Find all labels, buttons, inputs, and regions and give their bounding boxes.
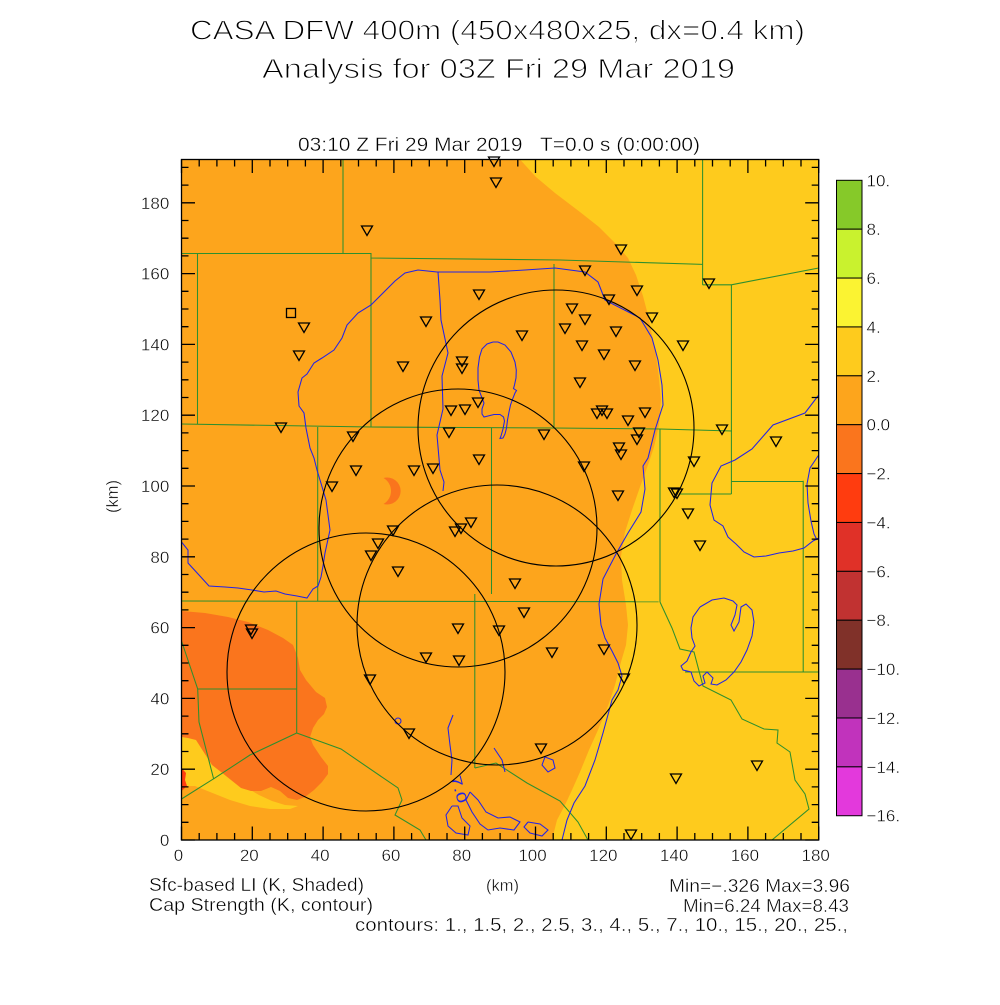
svg-text:80: 80 — [452, 846, 471, 865]
svg-text:140: 140 — [141, 335, 169, 354]
svg-text:Analysis for 03Z Fri 29 Mar 20: Analysis for 03Z Fri 29 Mar 2019 — [262, 53, 735, 84]
svg-text:160: 160 — [141, 265, 169, 284]
svg-text:0.0: 0.0 — [867, 416, 891, 435]
svg-text:−16.: −16. — [867, 807, 901, 826]
svg-text:180: 180 — [141, 194, 169, 213]
svg-text:120: 120 — [589, 846, 617, 865]
svg-text:0: 0 — [174, 846, 183, 865]
svg-text:10.: 10. — [867, 171, 891, 190]
svg-text:60: 60 — [150, 619, 169, 638]
svg-text:−2.: −2. — [867, 465, 891, 484]
svg-text:−14.: −14. — [867, 758, 901, 777]
svg-text:140: 140 — [660, 846, 688, 865]
svg-text:contours: 1., 1.5, 2., 2.5, 3.: contours: 1., 1.5, 2., 2.5, 3., 4., 5., … — [355, 915, 848, 935]
svg-text:40: 40 — [311, 846, 330, 865]
svg-text:−6.: −6. — [867, 562, 891, 581]
svg-text:100: 100 — [141, 477, 169, 496]
svg-text:Sfc-based LI (K, Shaded): Sfc-based LI (K, Shaded) — [149, 875, 364, 895]
svg-text:Min=−.326 Max=3.96: Min=−.326 Max=3.96 — [669, 876, 850, 896]
svg-text:−8.: −8. — [867, 611, 891, 630]
svg-text:2.: 2. — [867, 367, 881, 386]
svg-text:0: 0 — [160, 831, 169, 850]
svg-text:Cap Strength (K, contour): Cap Strength (K, contour) — [149, 895, 373, 915]
svg-text:−12.: −12. — [867, 709, 901, 728]
svg-text:(km): (km) — [486, 876, 519, 895]
svg-text:80: 80 — [150, 548, 169, 567]
svg-text:6.: 6. — [867, 269, 881, 288]
svg-text:−4.: −4. — [867, 513, 891, 532]
svg-text:160: 160 — [731, 846, 759, 865]
svg-text:8.: 8. — [867, 220, 881, 239]
svg-text:180: 180 — [802, 846, 830, 865]
svg-text:(km): (km) — [103, 480, 122, 513]
svg-text:−10.: −10. — [867, 660, 901, 679]
svg-text:40: 40 — [150, 689, 169, 708]
svg-text:20: 20 — [150, 760, 169, 779]
svg-text:7.0: 7.0 — [448, 774, 471, 805]
svg-text:120: 120 — [141, 406, 169, 425]
svg-text:60: 60 — [381, 846, 400, 865]
svg-text:CASA DFW 400m (450x480x25, dx=: CASA DFW 400m (450x480x25, dx=0.4 km) — [190, 15, 805, 46]
svg-text:03:10 Z Fri 29 Mar 2019 T=0.: 03:10 Z Fri 29 Mar 2019 T=0.0 s (0:00:00… — [298, 135, 700, 156]
svg-text:Min=6.24 Max=8.43: Min=6.24 Max=8.43 — [683, 896, 849, 916]
svg-text:4.: 4. — [867, 318, 881, 337]
svg-text:20: 20 — [240, 846, 259, 865]
svg-text:100: 100 — [518, 846, 546, 865]
